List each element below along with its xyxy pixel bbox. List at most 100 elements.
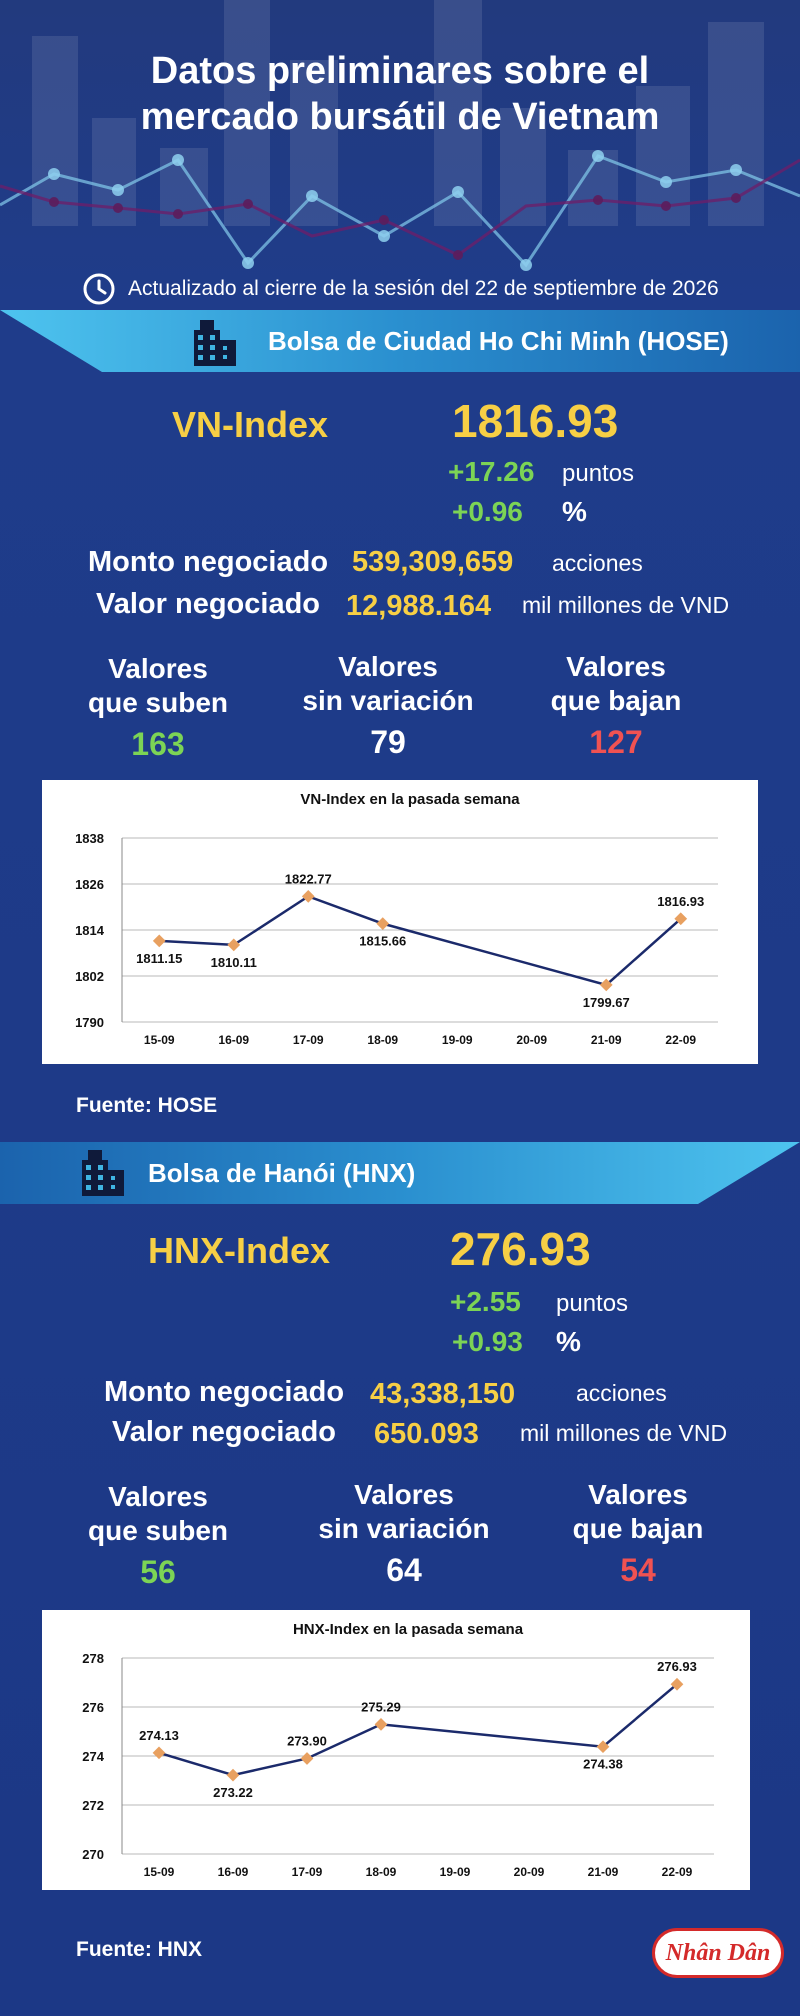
x-tick-label: 22-09 — [662, 1865, 693, 1879]
y-tick-label: 270 — [82, 1847, 104, 1862]
data-point — [596, 1740, 610, 1754]
hose-change-points: +17.26 — [448, 456, 535, 487]
chart-title: HNX-Index en la pasada semana — [293, 1621, 524, 1638]
x-tick-label: 15-09 — [144, 1033, 175, 1047]
hose-index-name: VN-Index — [172, 404, 329, 445]
clock-icon — [83, 273, 115, 305]
y-tick-label: 1790 — [75, 1015, 104, 1030]
nhandan-logo[interactable]: Nhân Dân — [652, 1928, 784, 1978]
hose-banner-title: Bolsa de Ciudad Ho Chi Minh (HOSE) — [268, 326, 729, 356]
hnx-points-unit: puntos — [556, 1290, 629, 1317]
x-tick-label: 17-09 — [292, 1865, 323, 1879]
hnx-advancers-count: 56 — [140, 1554, 176, 1590]
y-tick-label: 1826 — [75, 877, 104, 892]
hose-decliners-count: 127 — [589, 724, 643, 760]
hose-percent-unit: % — [562, 496, 587, 527]
data-label: 273.22 — [213, 1785, 253, 1800]
hose-advancers: Valores que suben 163 — [60, 652, 256, 763]
building-icon — [194, 320, 236, 366]
y-tick-label: 1838 — [75, 831, 104, 846]
x-tick-label: 16-09 — [218, 1033, 249, 1047]
hose-volume-value: 539,309,659 — [352, 546, 514, 578]
data-point — [152, 1746, 166, 1760]
x-tick-label: 21-09 — [588, 1865, 619, 1879]
data-point — [226, 1768, 240, 1782]
x-tick-label: 21-09 — [591, 1033, 622, 1047]
y-tick-label: 1814 — [75, 923, 105, 938]
data-label: 274.38 — [583, 1757, 623, 1772]
series-line — [159, 894, 682, 987]
data-point — [227, 938, 241, 952]
hose-change-percent: +0.96 — [452, 496, 523, 527]
data-label: 273.90 — [287, 1733, 327, 1748]
hnx-advancers: Valores que suben 56 — [60, 1480, 256, 1591]
y-tick-label: 274 — [82, 1749, 104, 1764]
hnx-volume-value: 43,338,150 — [370, 1378, 516, 1410]
data-label: 1810.11 — [211, 955, 257, 970]
hose-unchanged-count: 79 — [370, 724, 406, 760]
update-notice: Actualizado al cierre de la sesión del 2… — [82, 272, 719, 306]
x-tick-label: 17-09 — [293, 1033, 324, 1047]
vnindex-chart-svg: VN-Index en la pasada semana 1790 1802 1814… — [75, 791, 718, 1047]
x-tick-label: 22-09 — [665, 1033, 696, 1047]
hnxindex-chart: HNX-Index en la pasada semana 270 272 274 27… — [42, 1610, 750, 1890]
hose-advancers-count: 163 — [131, 726, 185, 762]
hose-points-unit: puntos — [562, 460, 635, 487]
hnx-unchanged-count: 64 — [386, 1552, 422, 1588]
data-label: 275.29 — [361, 1699, 401, 1714]
x-tick-label: 16-09 — [218, 1865, 249, 1879]
data-label: 1811.15 — [136, 951, 182, 966]
data-point — [376, 917, 390, 931]
hnx-index-name: HNX-Index — [148, 1230, 331, 1271]
hose-value-label: Valor negociado — [96, 588, 320, 620]
data-point — [374, 1718, 388, 1731]
hnx-value-unit: mil millones de VND — [520, 1420, 728, 1446]
hnx-banner-title: Bolsa de Hanói (HNX) — [148, 1158, 416, 1188]
vnindex-chart: VN-Index en la pasada semana 1790 1802 1814… — [42, 780, 758, 1064]
hnx-index-value: 276.93 — [450, 1223, 591, 1275]
hnx-decliners: Valores que bajan 54 — [538, 1478, 738, 1589]
hose-value-value: 12,988.164 — [346, 590, 492, 622]
y-tick-label: 272 — [82, 1798, 104, 1813]
x-tick-label: 19-09 — [442, 1033, 473, 1047]
hnx-change-percent: +0.93 — [452, 1326, 523, 1357]
x-tick-label: 19-09 — [440, 1865, 471, 1879]
hnxindex-chart-svg: HNX-Index en la pasada semana 270 272 274 27… — [82, 1621, 714, 1879]
hnx-volume-unit: acciones — [576, 1380, 667, 1406]
hnx-unchanged: Valores sin variación 64 — [296, 1478, 512, 1589]
data-label: 274.13 — [139, 1728, 179, 1743]
chart-title: VN-Index en la pasada semana — [300, 791, 520, 808]
hnx-source: Fuente: HNX — [76, 1938, 202, 1961]
hose-decliners: Valores que bajan 127 — [516, 650, 716, 761]
hose-volume-unit: acciones — [552, 550, 643, 576]
data-point — [152, 934, 166, 948]
hnx-value-value: 650.093 — [374, 1418, 479, 1450]
hose-index-value: 1816.93 — [452, 395, 619, 447]
title-line-2: mercado bursátil de Vietnam — [140, 96, 660, 138]
building-icon — [82, 1150, 124, 1196]
hose-unchanged: Valores sin variación 79 — [280, 650, 496, 761]
hose-value-unit: mil millones de VND — [522, 592, 730, 618]
data-point — [301, 890, 315, 903]
x-tick-label: 20-09 — [514, 1865, 545, 1879]
hnx-percent-unit: % — [556, 1326, 581, 1357]
x-tick-label: 20-09 — [516, 1033, 547, 1047]
hnx-change-points: +2.55 — [450, 1286, 521, 1317]
hnx-volume-label: Monto negociado — [104, 1376, 345, 1408]
hnx-value-label: Valor negociado — [112, 1416, 336, 1448]
data-point — [300, 1752, 314, 1765]
data-label: 1822.77 — [285, 871, 332, 886]
logo-text: Nhân Dân — [665, 1939, 771, 1966]
data-label: 276.93 — [657, 1659, 697, 1674]
hnx-decliners-count: 54 — [620, 1552, 656, 1588]
data-label: 1816.93 — [657, 894, 704, 909]
x-tick-label: 18-09 — [366, 1865, 397, 1879]
x-tick-label: 18-09 — [367, 1033, 398, 1047]
x-tick-label: 15-09 — [144, 1865, 175, 1879]
data-label: 1815.66 — [359, 934, 406, 949]
title-line-1: Datos preliminares sobre el — [150, 50, 650, 92]
hose-source: Fuente: HOSE — [76, 1094, 218, 1117]
data-label: 1799.67 — [583, 995, 630, 1010]
y-tick-label: 276 — [82, 1700, 104, 1715]
update-text: Actualizado al cierre de la sesión del 2… — [128, 277, 719, 300]
